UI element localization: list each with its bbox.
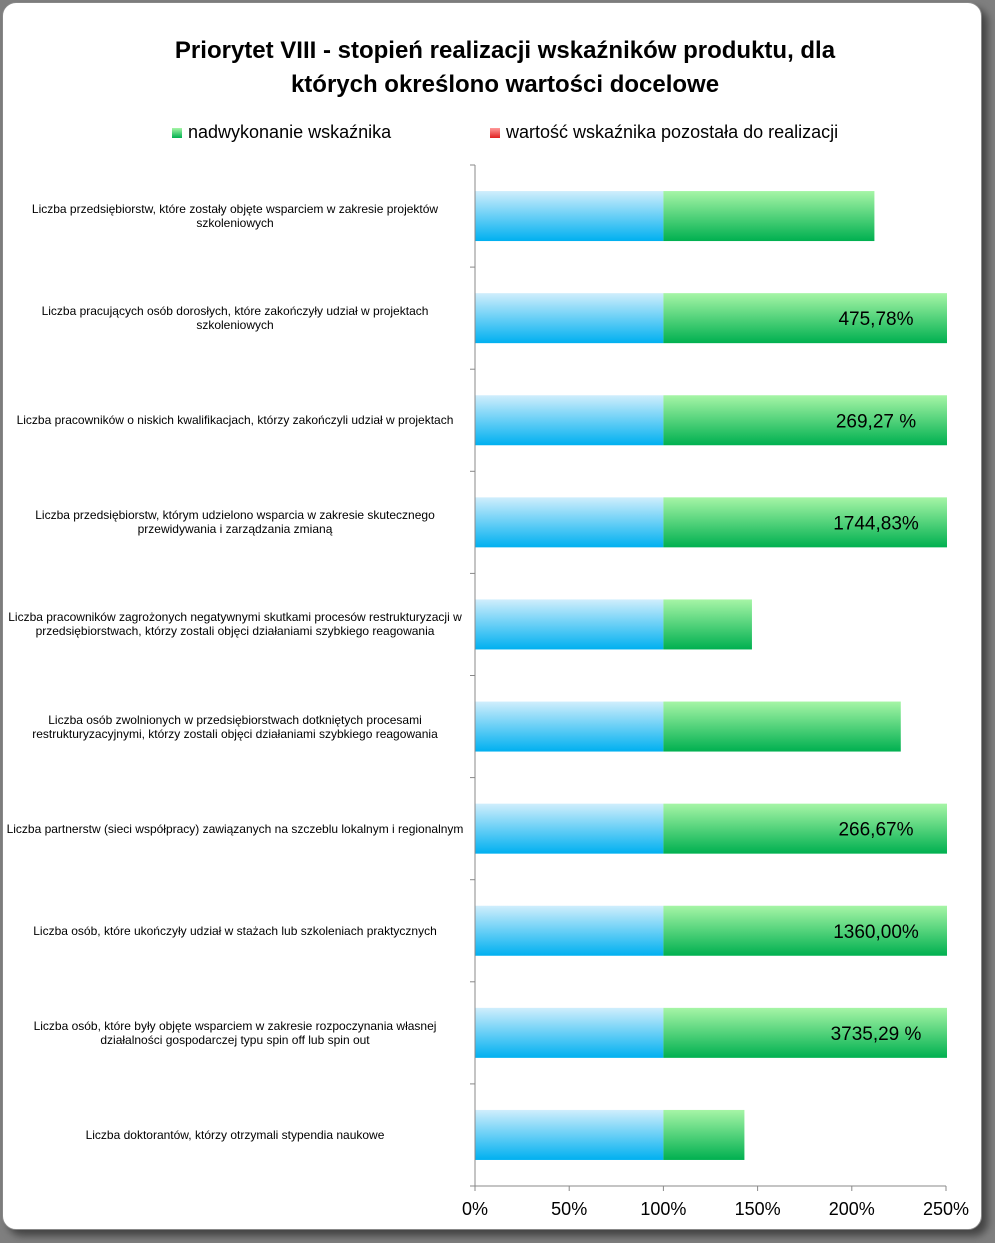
x-tick-label: 100% <box>640 1199 686 1219</box>
total-label: 1360,00% <box>833 922 919 943</box>
total-label: 475,78% <box>838 309 913 330</box>
category-label: Liczba partnerstw (sieci współpracy) zaw… <box>6 821 464 836</box>
plot <box>475 191 947 1160</box>
category-label: Liczba przedsiębiorstw, które zostały ob… <box>31 202 439 231</box>
x-tick-label: 250% <box>923 1199 969 1219</box>
bar-segment <box>475 1109 664 1160</box>
category-label: Liczba osób zwolnionych w przedsiębiorst… <box>32 712 438 741</box>
total-label: 1744,83% <box>833 513 919 534</box>
x-tick-label: 0% <box>462 1199 488 1219</box>
bar-segment <box>475 293 664 344</box>
total-label: 266,67% <box>838 820 913 841</box>
bar-segment <box>663 905 947 956</box>
bar-segment <box>475 905 664 956</box>
bar-segment <box>475 1007 664 1058</box>
category-label: Liczba przedsiębiorstw, którym udzielono… <box>35 508 435 537</box>
legend-swatch <box>172 128 182 138</box>
bar-segment <box>475 599 664 650</box>
category-label: Liczba pracowników o niskich kwalifikacj… <box>16 413 454 428</box>
bar-segment <box>663 497 947 548</box>
category-label: Liczba pracowników zagrożonych negatywny… <box>8 610 462 639</box>
x-tick-label: 150% <box>735 1199 781 1219</box>
category-label: Liczba osób, które były objęte wsparciem… <box>33 1018 437 1047</box>
x-tick-label: 200% <box>829 1199 875 1219</box>
category-label: Liczba pracujących osób dorosłych, które… <box>41 304 429 333</box>
category-label: Liczba osób, które ukończyły udział w st… <box>33 923 437 938</box>
bar-segment <box>663 1007 947 1058</box>
bar-segment <box>663 701 901 752</box>
bar-segment <box>663 1109 745 1160</box>
bar-segment <box>663 293 947 344</box>
legend-label: nadwykonanie wskaźnika <box>188 122 392 142</box>
x-tick-label: 50% <box>551 1199 587 1219</box>
bar-segment <box>475 395 664 446</box>
legend-label: wartość wskaźnika pozostała do realizacj… <box>506 122 839 142</box>
bar-segment <box>663 191 875 242</box>
bar-segment <box>663 803 947 854</box>
bar-segment <box>663 395 947 446</box>
total-label: 3735,29 % <box>831 1024 922 1045</box>
legend-swatch <box>490 128 500 138</box>
bar-segment <box>475 191 664 242</box>
bar-segment <box>663 599 752 650</box>
chart-title: Priorytet VIII - stopień realizacji wska… <box>174 37 836 98</box>
bar-segment <box>475 803 664 854</box>
bar-segment <box>475 701 664 752</box>
bar-segment <box>475 497 664 548</box>
category-label: Liczba doktorantów, którzy otrzymali sty… <box>85 1127 385 1142</box>
total-label: 269,27 % <box>836 411 916 432</box>
